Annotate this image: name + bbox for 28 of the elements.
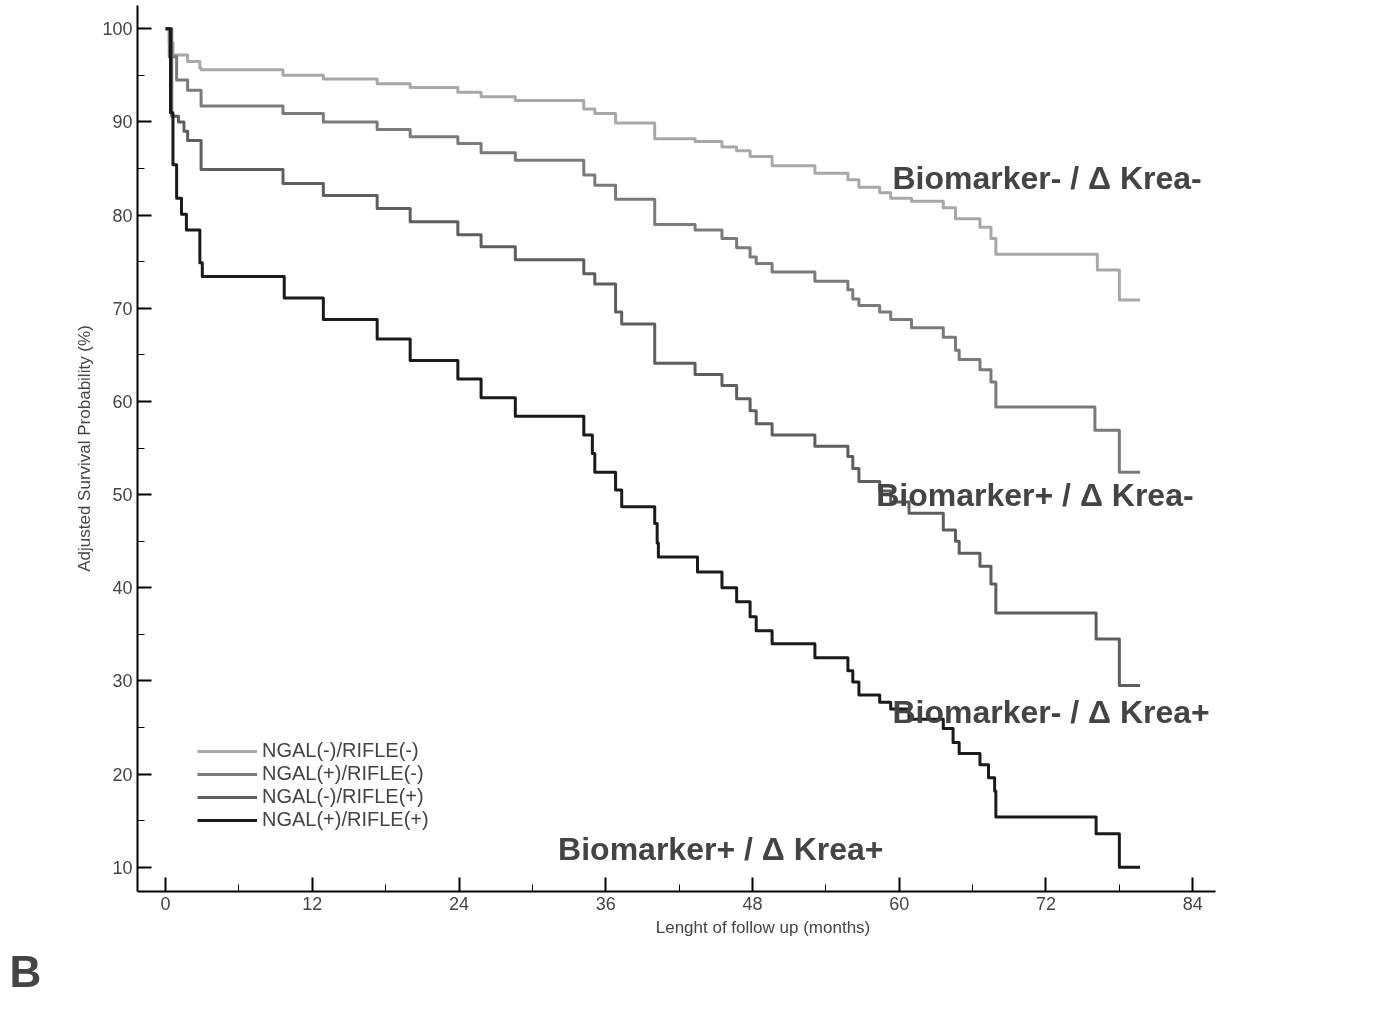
y-tick-label: 90	[112, 112, 133, 133]
legend-label: NGAL(+)/RIFLE(+)	[262, 808, 429, 831]
annotation: Biomarker- / Δ Krea-	[892, 159, 1202, 196]
x-tick-label: 84	[1182, 893, 1203, 914]
annotation: Biomarker+ / Δ Krea+	[558, 830, 884, 867]
text: B	[9, 946, 42, 996]
legend-label: NGAL(-)/RIFLE(-)	[262, 739, 419, 762]
y-tick-label: 100	[102, 19, 133, 40]
x-axis-title: Lenght of follow up (months)	[655, 917, 871, 937]
x-tick-label: 72	[1035, 893, 1057, 914]
annotation: Biomarker- / Δ Krea+	[892, 693, 1210, 730]
y-tick-label: 80	[112, 205, 133, 226]
x-tick-label: 12	[302, 893, 323, 914]
y-tick-label: 30	[112, 671, 133, 692]
x-tick-label: 60	[889, 893, 910, 914]
x-tick-label: 0	[160, 893, 171, 914]
y-tick-label: 60	[112, 391, 133, 412]
y-tick-label: 50	[112, 485, 133, 506]
legend-label: NGAL(-)/RIFLE(+)	[262, 785, 424, 808]
y-axis-title: Adjusted Survival Probability (%)	[75, 325, 95, 572]
y-tick-label: 20	[112, 764, 133, 785]
y-tick-label: 10	[112, 857, 133, 878]
y-tick-label: 40	[112, 578, 133, 599]
y-tick-label: 70	[112, 298, 133, 319]
x-tick-label: 24	[449, 893, 470, 914]
legend-label: NGAL(+)/RIFLE(-)	[262, 762, 424, 785]
x-tick-label: 36	[595, 893, 616, 914]
x-tick-label: 48	[742, 893, 763, 914]
